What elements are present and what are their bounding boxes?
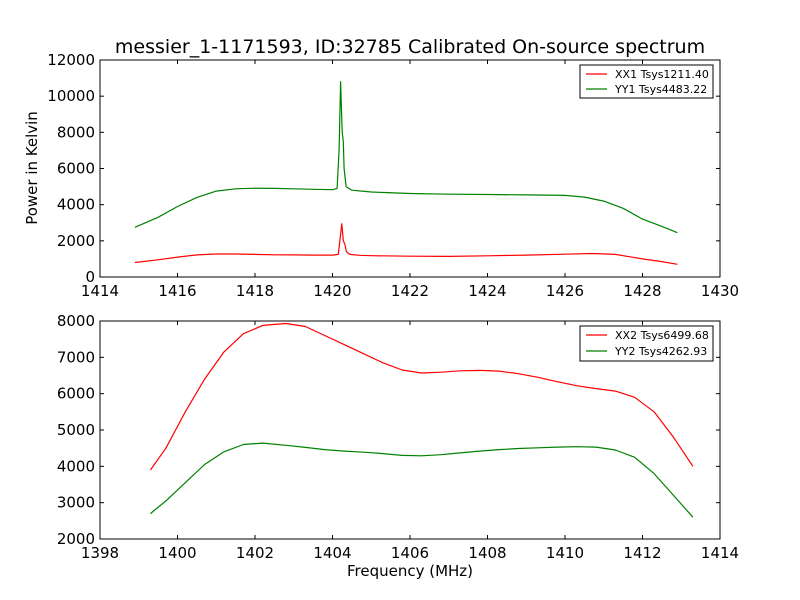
x-tick-label: 1408 xyxy=(468,544,506,562)
top-legend-box xyxy=(579,64,714,99)
legend-label-xx2: XX2 Tsys6499.68 xyxy=(615,329,709,342)
top-axis-ticks: 1414 1416 1418 1420 1422 1424 1426 1428 1430 0 200… xyxy=(47,51,739,300)
y-tick-label: 2000 xyxy=(57,530,95,548)
bottom-x-axis-label: Frequency (MHz) xyxy=(347,562,473,580)
bottom-axis-ticks: 1398 1400 1402 1404 1406 1408 1410 1412 1414 2000… xyxy=(57,312,739,562)
y-tick-label: 12000 xyxy=(47,51,95,69)
bottom-plot: Frequency (MHz) 1398 1400 1402 1404 1406 1408… xyxy=(57,312,739,580)
y-tick-label: 4000 xyxy=(57,457,95,475)
y-tick-label: 5000 xyxy=(57,421,95,439)
x-tick-label: 1430 xyxy=(701,282,739,300)
x-tick-label: 1424 xyxy=(468,282,506,300)
top-y-axis-label: Power in Kelvin xyxy=(23,111,41,225)
legend-label-yy1: YY1 Tsys4483.22 xyxy=(614,83,707,96)
series-line-yy2 xyxy=(150,442,694,518)
x-tick-label: 1404 xyxy=(313,544,351,562)
y-tick-label: 8000 xyxy=(57,123,95,141)
bottom-series-layer xyxy=(149,322,694,518)
y-tick-label: 3000 xyxy=(57,494,95,512)
y-tick-label: 6000 xyxy=(57,160,95,178)
x-tick-label: 1410 xyxy=(546,544,584,562)
y-tick-label: 4000 xyxy=(57,196,95,214)
series-line-xx2 xyxy=(149,322,694,471)
x-tick-label: 1402 xyxy=(236,544,274,562)
top-legend: XX1 Tsys1211.40 YY1 Tsys4483.22 xyxy=(579,64,714,99)
x-tick-label: 1420 xyxy=(313,282,351,300)
top-series-layer xyxy=(134,81,678,265)
y-tick-label: 8000 xyxy=(57,312,95,330)
x-tick-label: 1414 xyxy=(81,282,119,300)
y-tick-label: 10000 xyxy=(47,87,95,105)
x-tick-label: 1398 xyxy=(81,544,119,562)
chart-title: messier_1-1171593, ID:32785 Calibrated O… xyxy=(115,36,705,58)
x-tick-label: 1412 xyxy=(623,544,661,562)
series-line-yy1 xyxy=(134,81,678,234)
y-tick-label: 7000 xyxy=(57,348,95,366)
top-plot: messier_1-1171593, ID:32785 Calibrated O… xyxy=(23,36,739,300)
x-tick-label: 1426 xyxy=(546,282,584,300)
x-tick-label: 1428 xyxy=(623,282,661,300)
x-tick-label: 1400 xyxy=(158,544,196,562)
legend-label-yy2: YY2 Tsys4262.93 xyxy=(614,345,707,358)
bottom-legend: XX2 Tsys6499.68 YY2 Tsys4262.93 xyxy=(579,325,714,362)
x-tick-label: 1422 xyxy=(391,282,429,300)
y-tick-label: 6000 xyxy=(57,385,95,403)
x-tick-label: 1416 xyxy=(158,282,196,300)
y-tick-label: 2000 xyxy=(57,232,95,250)
x-tick-label: 1418 xyxy=(236,282,274,300)
bottom-legend-box xyxy=(579,325,714,362)
y-tick-label: 0 xyxy=(85,268,95,286)
legend-label-xx1: XX1 Tsys1211.40 xyxy=(615,68,709,81)
x-tick-label: 1414 xyxy=(701,544,739,562)
x-tick-label: 1406 xyxy=(391,544,429,562)
series-line-xx1 xyxy=(134,223,678,265)
